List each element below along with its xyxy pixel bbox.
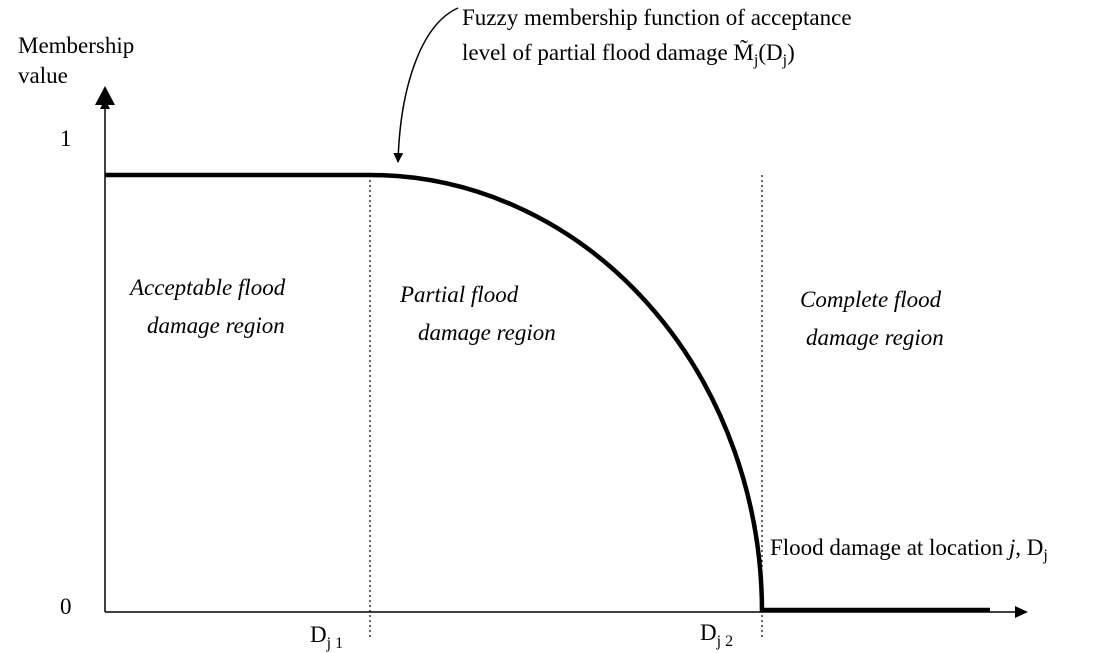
annotation-arrow <box>393 7 459 163</box>
subscript: j <box>782 52 787 69</box>
x-label-var: j <box>1006 535 1015 560</box>
region-label: Complete flood <box>800 287 942 312</box>
annotation-text: level of partial flood damage <box>462 40 733 65</box>
annotation: Fuzzy membership function of acceptance <box>462 5 852 30</box>
symbol: D <box>1027 535 1044 560</box>
region-label: damage region <box>147 313 285 338</box>
subscript: j 1 <box>326 635 343 652</box>
symbol: D <box>310 622 327 647</box>
argument: ) <box>787 40 795 65</box>
membership-curve <box>105 172 990 613</box>
threshold-label: Dj 2 <box>700 620 733 650</box>
x-arrow <box>1015 606 1028 618</box>
subscript: j <box>753 52 758 69</box>
argument: (D <box>758 40 782 65</box>
region-label: damage region <box>806 325 944 350</box>
subscript: j 2 <box>716 633 733 650</box>
x-label: Flood damage at location j, Dj <box>770 535 1048 564</box>
y-arrow <box>95 86 115 105</box>
x-label-text: Flood damage at location <box>770 535 1009 560</box>
y-tick-label: 0 <box>60 594 72 619</box>
y-label: value <box>18 63 68 88</box>
region-label: damage region <box>418 320 556 345</box>
x-label-sep: , <box>1015 535 1027 560</box>
symbol: M̃ <box>733 39 753 65</box>
annotation: level of partial flood damage M̃j(Dj) <box>462 39 795 69</box>
subscript: j <box>1042 547 1047 564</box>
y-label: Membership <box>18 33 134 58</box>
symbol: D <box>700 620 717 645</box>
region-label: Partial flood <box>399 282 519 307</box>
region-label: Acceptable flood <box>128 275 286 300</box>
y-tick-label: 1 <box>60 126 72 151</box>
threshold-label: Dj 1 <box>310 622 343 652</box>
